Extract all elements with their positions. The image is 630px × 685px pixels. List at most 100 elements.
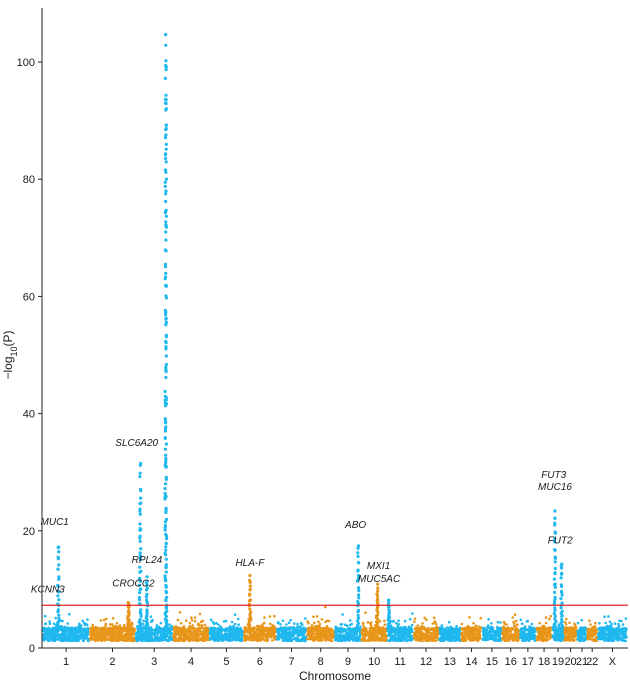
snp-point (525, 628, 529, 631)
snp-point (59, 634, 62, 638)
snp-point (531, 627, 535, 630)
snp-point (370, 636, 374, 640)
snp-point (43, 614, 47, 618)
snp-point (315, 629, 318, 632)
snp-point (188, 635, 191, 639)
snp-point (194, 636, 198, 639)
snp-point (409, 626, 413, 630)
snp-point (397, 619, 400, 622)
snp-point (572, 639, 575, 642)
snp-point (99, 619, 103, 622)
snp-point (320, 618, 324, 621)
snp-point (621, 639, 625, 642)
snp-point (65, 639, 69, 642)
snp-point (222, 638, 226, 642)
snp-point (103, 639, 107, 642)
snp-point (79, 626, 83, 630)
snp-point (104, 622, 108, 626)
snp-point (324, 620, 327, 624)
snp-point (343, 623, 347, 626)
snp-point (278, 628, 282, 631)
snp-point (281, 619, 285, 623)
snp-point (458, 630, 461, 633)
snp-point (289, 631, 292, 634)
snp-point (316, 632, 320, 635)
snp-point (127, 636, 130, 639)
snp-point (353, 631, 357, 634)
snp-point (122, 639, 126, 642)
snp-point (625, 627, 628, 630)
snp-point (301, 623, 304, 626)
snp-point (408, 618, 412, 621)
snp-point (136, 630, 139, 633)
snp-point (131, 628, 135, 632)
snp-point (90, 628, 93, 632)
snp-point (594, 621, 597, 625)
snp-point (271, 624, 275, 627)
snp-point (328, 634, 331, 638)
snp-point (559, 639, 562, 643)
snp-point (486, 638, 489, 641)
snp-point (263, 616, 266, 619)
snp-point (114, 636, 117, 639)
snp-point (283, 637, 287, 641)
snp-point (118, 636, 121, 639)
snp-point (588, 619, 591, 623)
snp-point (411, 612, 414, 615)
snp-point (228, 625, 232, 628)
snp-point (44, 627, 48, 631)
snp-point (83, 637, 86, 640)
snp-point (262, 627, 265, 630)
snp-point (340, 635, 343, 638)
snp-point (109, 630, 112, 634)
snp-point (191, 624, 194, 627)
snp-point (208, 628, 212, 631)
snp-point (149, 631, 152, 634)
snp-point (348, 623, 352, 627)
snp-point (84, 622, 88, 626)
snp-point (326, 636, 330, 640)
snp-point (568, 621, 571, 625)
snp-point (511, 616, 514, 619)
snp-point (366, 621, 370, 624)
snp-point (544, 628, 548, 632)
snp-point (420, 625, 423, 628)
snp-point (522, 632, 525, 635)
snp-point (245, 636, 249, 640)
snp-point (58, 637, 62, 641)
snp-point (475, 627, 478, 631)
snp-point (191, 627, 194, 630)
snp-point (394, 629, 397, 632)
snp-point (435, 626, 439, 629)
snp-point (159, 631, 163, 635)
snp-point (490, 622, 493, 625)
snp-point (326, 630, 330, 633)
snp-point (190, 616, 193, 619)
snp-point (362, 621, 365, 625)
snp-point (215, 621, 218, 625)
snp-point (282, 631, 286, 635)
snp-point (49, 629, 52, 633)
snp-point (239, 628, 242, 632)
snp-point (51, 633, 54, 637)
snp-point (130, 623, 134, 626)
snp-point (114, 631, 117, 635)
snp-point (395, 621, 398, 625)
snp-point (91, 635, 94, 638)
snp-point (110, 628, 113, 632)
snp-point (106, 627, 109, 631)
snp-point (576, 621, 580, 625)
snp-point (111, 638, 115, 642)
snp-point (318, 622, 322, 626)
snp-point (461, 634, 465, 637)
snp-point (272, 632, 276, 636)
snp-point (175, 625, 178, 628)
snp-point (205, 635, 208, 638)
snp-point (383, 623, 387, 626)
snp-point (473, 629, 476, 633)
snp-point (523, 627, 526, 630)
snp-point (455, 624, 458, 628)
snp-point (43, 637, 47, 640)
snp-point (551, 635, 555, 639)
snp-point (506, 627, 510, 630)
